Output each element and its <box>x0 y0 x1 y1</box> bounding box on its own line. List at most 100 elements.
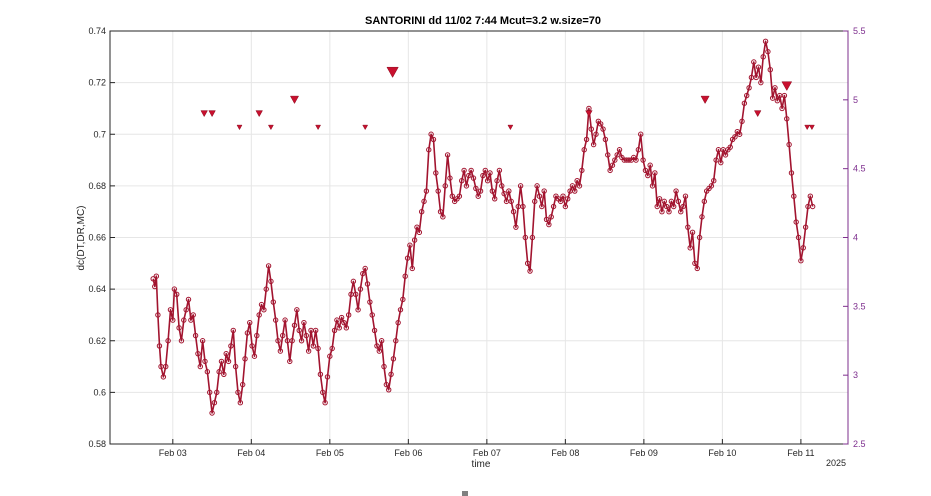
x-tick-label: Feb 10 <box>708 448 736 458</box>
data-point <box>409 265 415 272</box>
data-point <box>400 296 406 303</box>
data-point <box>541 188 547 194</box>
data-point <box>433 170 439 176</box>
data-point <box>303 332 309 339</box>
data-point <box>324 374 331 380</box>
data-point <box>338 314 345 321</box>
data-point <box>499 183 505 189</box>
data-point <box>350 278 357 285</box>
data-point <box>223 350 229 357</box>
data-point <box>444 152 451 158</box>
data-point <box>659 208 665 215</box>
data-point <box>767 67 773 73</box>
data-point <box>282 317 288 323</box>
y-tick-label: 0.68 <box>88 181 106 191</box>
data-point <box>364 281 371 287</box>
data-point <box>534 183 540 189</box>
data-point <box>473 185 479 192</box>
data-point <box>221 371 227 378</box>
data-point <box>741 100 748 106</box>
data-point <box>463 183 470 189</box>
y-tick-label: 0.72 <box>88 78 106 88</box>
data-point <box>517 183 524 189</box>
data-point <box>807 193 814 199</box>
data-point <box>202 358 208 365</box>
data-point <box>442 183 448 189</box>
data-point <box>784 116 790 122</box>
series-layer <box>150 38 816 416</box>
data-point <box>192 332 199 339</box>
data-point <box>550 203 557 210</box>
event-marker <box>507 124 514 131</box>
data-point <box>574 178 580 184</box>
data-point <box>701 198 708 205</box>
event-marker <box>808 124 815 131</box>
x-tick-label: Feb 03 <box>159 448 187 458</box>
data-point <box>600 126 606 132</box>
data-point <box>329 345 335 352</box>
data-point <box>616 147 623 153</box>
data-point <box>261 307 267 313</box>
data-point <box>711 178 717 184</box>
data-point <box>258 301 265 308</box>
event-marker <box>753 110 762 118</box>
data-point <box>160 374 167 380</box>
data-point <box>736 131 743 137</box>
events-layer <box>200 66 815 131</box>
data-point <box>779 105 785 112</box>
data-point <box>758 79 764 86</box>
data-point <box>188 317 194 323</box>
data-point <box>569 183 576 189</box>
data-point <box>345 312 352 318</box>
data-point <box>254 332 260 339</box>
data-point <box>263 286 269 292</box>
data-point <box>685 224 691 230</box>
data-point <box>583 136 590 143</box>
chart-title: SANTORINI dd 11/02 7:44 Mcut=3.2 w.size=… <box>365 15 601 27</box>
data-point <box>532 198 538 205</box>
data-point <box>649 183 656 189</box>
data-point <box>376 348 382 354</box>
y-tick-label: 0.66 <box>88 233 106 243</box>
data-point <box>331 327 338 334</box>
data-point <box>459 178 465 184</box>
data-point <box>456 193 463 199</box>
data-point <box>174 291 180 297</box>
data-point <box>181 317 187 323</box>
data-point <box>793 219 799 225</box>
data-point <box>249 343 255 349</box>
y-axis-label: dc(DT,DR,MC) <box>76 206 87 271</box>
data-point <box>353 291 359 297</box>
data-point <box>150 276 156 282</box>
x-tick-label: Feb 09 <box>630 448 658 458</box>
data-point <box>640 157 646 163</box>
data-point <box>529 234 536 241</box>
data-point <box>772 85 778 91</box>
data-point <box>798 258 804 264</box>
data-point <box>671 203 677 210</box>
y2-tick-label: 5 <box>853 95 858 105</box>
data-point <box>312 327 319 334</box>
data-point <box>360 270 366 277</box>
data-point <box>477 188 484 194</box>
data-point <box>506 188 512 194</box>
data-point <box>602 136 609 143</box>
series-line <box>152 40 814 414</box>
data-point <box>593 131 599 137</box>
data-point <box>510 208 517 215</box>
data-point <box>494 178 500 184</box>
data-point <box>199 338 206 344</box>
data-point <box>614 152 620 158</box>
data-point <box>327 353 333 359</box>
data-point <box>395 319 401 326</box>
y-tick-label: 0.64 <box>88 284 106 294</box>
data-point <box>228 343 234 349</box>
data-point <box>176 325 182 331</box>
event-marker <box>200 110 208 118</box>
data-point <box>239 381 246 388</box>
data-point <box>334 317 340 323</box>
data-point <box>414 224 420 230</box>
data-point <box>230 327 236 334</box>
event-marker <box>236 124 243 131</box>
x-tick-label: Feb 04 <box>237 448 265 458</box>
